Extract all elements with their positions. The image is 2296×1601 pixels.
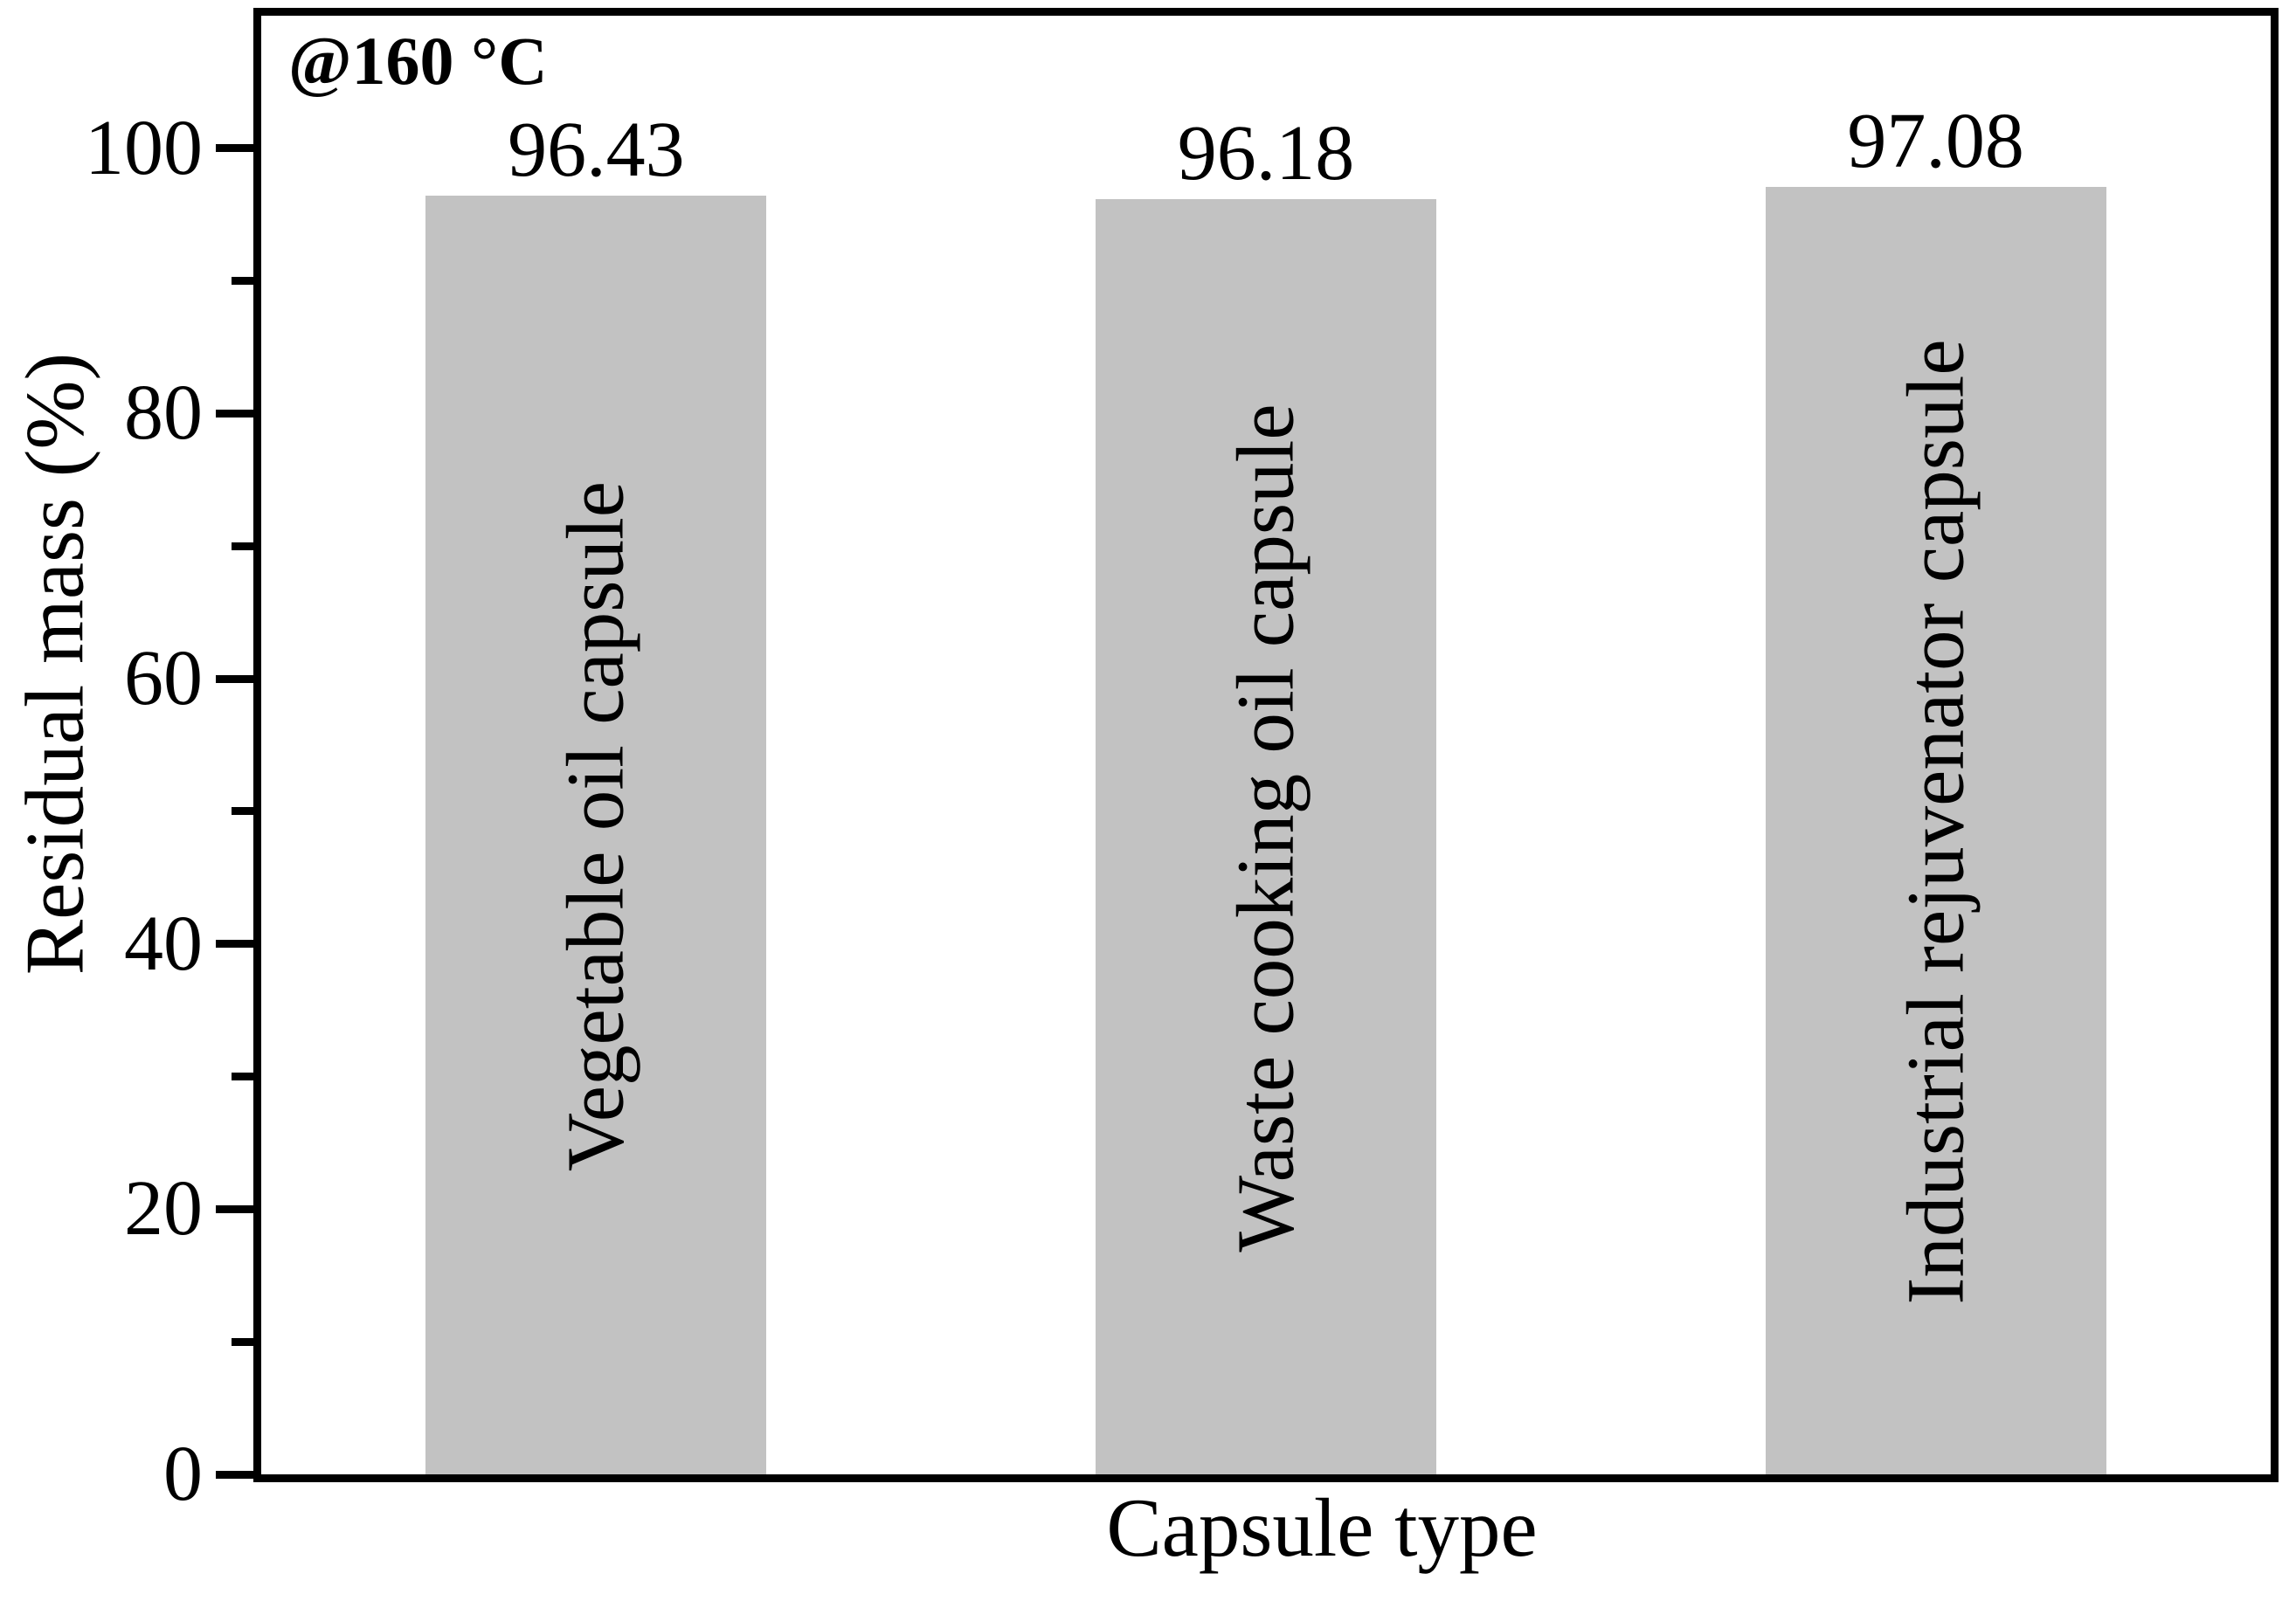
plot-frame [253, 8, 2279, 1482]
bar-value-label: 96.18 [1177, 109, 1355, 197]
y-major-tick [216, 940, 254, 949]
y-tick-label: 20 [124, 1165, 203, 1253]
y-tick-label: 0 [163, 1431, 203, 1517]
y-tick-label: 100 [85, 104, 203, 191]
bar [1096, 198, 1436, 1474]
y-major-tick [216, 674, 254, 683]
bar [1765, 187, 2106, 1474]
y-tick-label: 80 [124, 369, 203, 457]
bar-category-label: Industrial rejuvenator capsule [1891, 339, 1981, 1305]
x-axis-label: Capsule type [1106, 1481, 1538, 1574]
y-minor-tick [232, 1337, 254, 1346]
y-major-tick [216, 1204, 254, 1213]
bar [425, 196, 767, 1474]
bar-value-label: 97.08 [1847, 98, 2024, 185]
y-tick-label: 40 [124, 900, 203, 987]
y-tick-label: 60 [124, 635, 203, 722]
y-major-tick [216, 409, 254, 418]
y-minor-tick [232, 1073, 254, 1081]
bar-value-label: 96.43 [508, 107, 685, 194]
y-minor-tick [232, 542, 254, 550]
y-major-tick [216, 1470, 254, 1479]
y-minor-tick [232, 277, 254, 286]
y-minor-tick [232, 807, 254, 816]
temperature-annotation: @160 °C [288, 23, 548, 99]
bar-category-label: Vegetable oil capsule [550, 480, 641, 1172]
bar-category-label: Waste cooking oil capsule [1221, 404, 1311, 1253]
y-major-tick [216, 144, 254, 153]
